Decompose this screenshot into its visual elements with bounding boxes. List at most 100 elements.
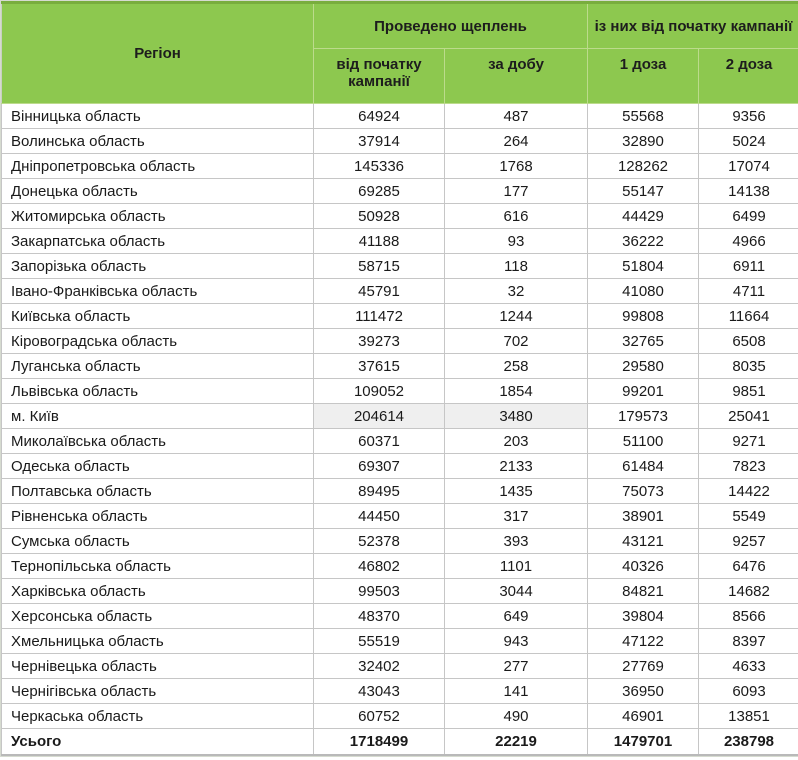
value-cell: 487 [444,103,588,129]
value-cell: 7823 [698,453,798,479]
value-cell: 36950 [587,678,699,704]
table-row: Чернівецька область 32402 277 27769 4633 [1,653,798,679]
value-cell: 48370 [313,603,445,629]
value-cell: 145336 [313,153,445,179]
value-cell: 17074 [698,153,798,179]
value-cell: 55519 [313,628,445,654]
table-row: Одеська область 69307 2133 61484 7823 [1,453,798,479]
value-cell: 32765 [587,328,699,354]
table-row: Тернопільська область 46802 1101 40326 6476 [1,553,798,579]
total-dose1: 1479701 [587,728,699,756]
table-body: Вінницька область 64924 487 55568 9356 Волинс… [1,103,798,729]
value-cell: 99201 [587,378,699,404]
value-cell: 93 [444,228,588,254]
table-row: Хмельницька область 55519 943 47122 8397 [1,628,798,654]
value-cell: 39273 [313,328,445,354]
region-cell: Івано-Франківська область [1,278,314,304]
value-cell: 6476 [698,553,798,579]
header-group-row: Регіон Проведено щеплень із них від поча… [1,1,798,104]
table-row: Полтавська область 89495 1435 75073 14422 [1,478,798,504]
region-cell: Херсонська область [1,603,314,629]
header-since-start: від початку кампанії [313,48,445,104]
table-row: Вінницька область 64924 487 55568 9356 [1,103,798,129]
value-cell: 258 [444,353,588,379]
region-cell: Луганська область [1,353,314,379]
value-cell: 1101 [444,553,588,579]
table-row: Черкаська область 60752 490 46901 13851 [1,703,798,729]
header-group-vaccinations: Проведено щеплень [313,1,588,49]
value-cell: 9356 [698,103,798,129]
table-row: Закарпатська область 41188 93 36222 4966 [1,228,798,254]
value-cell: 46802 [313,553,445,579]
value-cell: 1768 [444,153,588,179]
region-cell: Полтавська область [1,478,314,504]
value-cell: 43121 [587,528,699,554]
value-cell: 99503 [313,578,445,604]
value-cell: 4633 [698,653,798,679]
value-cell: 13851 [698,703,798,729]
value-cell: 128262 [587,153,699,179]
value-cell: 14138 [698,178,798,204]
value-cell: 32402 [313,653,445,679]
region-cell: Житомирська область [1,203,314,229]
value-cell: 6499 [698,203,798,229]
header-dose1: 1 доза [587,48,699,104]
value-cell: 44429 [587,203,699,229]
value-cell: 5549 [698,503,798,529]
region-cell: Чернівецька область [1,653,314,679]
value-cell: 51100 [587,428,699,454]
value-cell: 69307 [313,453,445,479]
value-cell: 14682 [698,578,798,604]
value-cell: 32890 [587,128,699,154]
value-cell: 4966 [698,228,798,254]
value-cell: 25041 [698,403,798,429]
value-cell: 27769 [587,653,699,679]
value-cell: 6093 [698,678,798,704]
total-label: Усього [1,728,314,756]
table-row: Луганська область 37615 258 29580 8035 [1,353,798,379]
value-cell: 5024 [698,128,798,154]
region-cell: Кіровоградська область [1,328,314,354]
value-cell: 36222 [587,228,699,254]
value-cell: 111472 [313,303,445,329]
value-cell: 11664 [698,303,798,329]
table-row: Івано-Франківська область 45791 32 41080 471… [1,278,798,304]
value-cell: 9271 [698,428,798,454]
table-row: м. Київ 204614 3480 179573 25041 [1,403,798,429]
table-footer: Усього 1718499 22219 1479701 238798 [1,728,798,756]
region-cell: Харківська область [1,578,314,604]
value-cell: 32 [444,278,588,304]
value-cell: 41080 [587,278,699,304]
value-cell: 37615 [313,353,445,379]
value-cell: 490 [444,703,588,729]
region-cell: Київська область [1,303,314,329]
region-cell: Хмельницька область [1,628,314,654]
value-cell: 616 [444,203,588,229]
value-cell: 46901 [587,703,699,729]
value-cell: 55147 [587,178,699,204]
value-cell: 47122 [587,628,699,654]
table-row: Рівненська область 44450 317 38901 5549 [1,503,798,529]
total-dose2: 238798 [698,728,798,756]
value-cell: 39804 [587,603,699,629]
header-per-day: за добу [444,48,588,104]
value-cell: 8566 [698,603,798,629]
value-cell: 43043 [313,678,445,704]
value-cell: 3480 [444,403,588,429]
table-row: Київська область 111472 1244 99808 11664 [1,303,798,329]
table-row: Харківська область 99503 3044 84821 14682 [1,578,798,604]
value-cell: 203 [444,428,588,454]
value-cell: 52378 [313,528,445,554]
table-row: Запорізька область 58715 118 51804 6911 [1,253,798,279]
value-cell: 60371 [313,428,445,454]
value-cell: 50928 [313,203,445,229]
region-cell: Волинська область [1,128,314,154]
value-cell: 109052 [313,378,445,404]
header-sub-row: від початку кампанії за добу 1 доза 2 до… [2,48,798,104]
value-cell: 277 [444,653,588,679]
value-cell: 61484 [587,453,699,479]
total-row: Усього 1718499 22219 1479701 238798 [1,728,798,756]
value-cell: 69285 [313,178,445,204]
region-cell: Сумська область [1,528,314,554]
region-cell: Вінницька область [1,103,314,129]
